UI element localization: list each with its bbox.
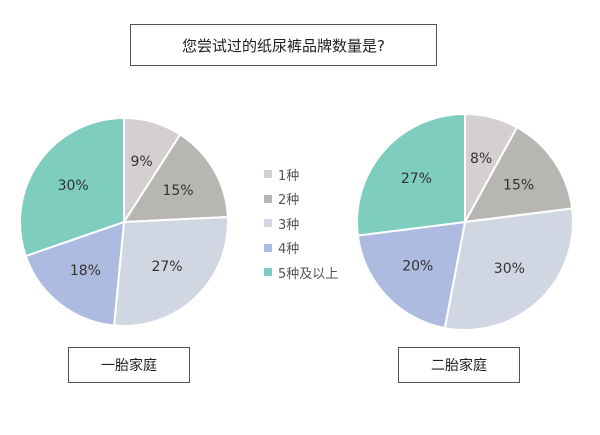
legend-label: 1种 xyxy=(278,168,300,184)
pie-data-label: 20% xyxy=(402,258,433,274)
pie-data-label: 18% xyxy=(70,263,101,279)
legend-swatch xyxy=(264,170,272,179)
pie-data-label: 9% xyxy=(130,154,152,170)
pie-caption-second-child: 二胎家庭 xyxy=(398,347,520,383)
pie-data-label: 8% xyxy=(470,151,492,167)
pie-data-label: 27% xyxy=(151,259,182,275)
pie-data-label: 15% xyxy=(162,183,193,199)
pie-caption-first-child: 一胎家庭 xyxy=(68,347,190,383)
legend-item: 5种及以上 xyxy=(264,260,374,285)
pie-slice-2 xyxy=(122,133,229,224)
legend-label: 2种 xyxy=(278,193,300,209)
legend-swatch xyxy=(264,219,272,228)
pie-data-label: 30% xyxy=(58,178,89,194)
legend-item: 3种 xyxy=(264,211,374,236)
chart-title: 您尝试过的纸尿裤品牌数量是? xyxy=(130,24,437,66)
pie-slice-2 xyxy=(463,126,574,224)
pie-data-label: 15% xyxy=(503,178,534,194)
legend: 1种 2种 3种 4种 5种及以上 xyxy=(264,162,374,285)
legend-item: 4种 xyxy=(264,236,374,261)
legend-swatch xyxy=(264,268,272,277)
legend-label: 4种 xyxy=(278,242,300,258)
legend-swatch xyxy=(264,194,272,203)
pie-slice-5 xyxy=(356,112,466,237)
legend-item: 2种 xyxy=(264,187,374,212)
pie-data-label: 30% xyxy=(494,261,525,277)
legend-swatch xyxy=(264,243,272,252)
pie-slice-3 xyxy=(443,207,574,331)
pie-slice-4 xyxy=(356,220,467,330)
legend-item: 1种 xyxy=(264,162,374,187)
legend-label: 5种及以上 xyxy=(278,266,339,282)
pie-data-label: 27% xyxy=(401,171,432,187)
legend-label: 3种 xyxy=(278,217,300,233)
pie-slice-5 xyxy=(19,116,125,258)
pie-slice-3 xyxy=(113,216,229,327)
